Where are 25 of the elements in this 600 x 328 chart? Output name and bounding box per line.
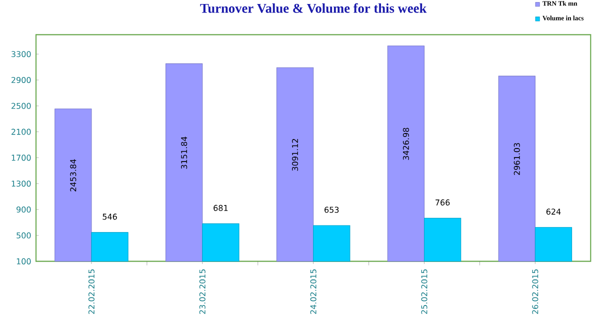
x-tick-label: 25.02.2015: [421, 269, 428, 314]
chart-title: Turnover Value & Volume for this week: [200, 3, 427, 13]
y-tick-label: 900: [16, 206, 31, 213]
data-label: 2961.03: [514, 143, 520, 175]
x-tick-label: 26.02.2015: [532, 269, 538, 314]
y-tick-label: 2900: [12, 76, 31, 84]
data-label: 546: [102, 214, 117, 220]
y-tick-label: 100: [16, 258, 31, 264]
x-tick-label: 24.02.2015: [310, 269, 316, 314]
y-tick-label: 500: [16, 232, 31, 238]
y-tick-label: 2500: [12, 102, 31, 109]
data-label: 3151.84: [181, 136, 188, 169]
x-tick-label: 23.02.2015: [199, 269, 206, 314]
data-label: 3091.12: [292, 139, 298, 171]
x-tick-label: 22.02.2015: [88, 269, 94, 314]
data-label: 766: [436, 199, 450, 206]
data-label: 681: [214, 204, 228, 211]
y-tick-label: 2100: [12, 128, 31, 135]
data-label: 653: [324, 206, 339, 213]
data-label: 2453.84: [70, 159, 76, 192]
data-label: 3426.98: [402, 128, 409, 160]
y-tick-label: 1300: [12, 180, 31, 187]
y-tick-label: 1700: [12, 154, 31, 161]
data-label: 624: [546, 208, 561, 215]
y-tick-label: 3300: [12, 51, 31, 58]
